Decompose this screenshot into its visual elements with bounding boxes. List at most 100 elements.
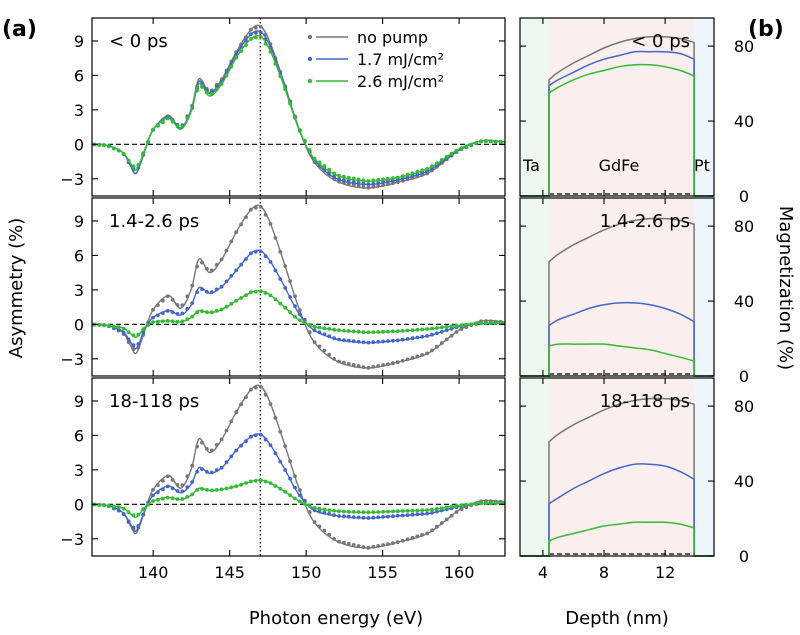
data-point (474, 501, 478, 506)
data-point (395, 329, 400, 334)
data-point (156, 303, 160, 307)
data-point (288, 279, 292, 284)
data-point (180, 303, 185, 308)
panel-a-row-2: −3 0 3 6 9 140 145 150 155 160 18-118 ps (60, 377, 506, 582)
data-point (435, 326, 439, 330)
data-point (332, 508, 336, 513)
data-point (371, 178, 376, 183)
data-point (415, 354, 420, 359)
data-point (185, 116, 190, 120)
data-point (180, 311, 185, 316)
data-point (351, 510, 356, 514)
data-point (386, 179, 390, 184)
region-bg-ta (520, 18, 550, 196)
data-point (239, 49, 244, 53)
data-point (420, 533, 425, 537)
data-point (209, 92, 214, 96)
data-point (136, 512, 141, 517)
data-point (410, 356, 415, 360)
data-point (479, 139, 483, 144)
data-point (253, 205, 258, 210)
data-point (337, 509, 341, 514)
data-point (322, 507, 327, 512)
region-bg-pt (694, 18, 714, 196)
y-tick-label: 0 (739, 187, 749, 206)
y-tick-label: 6 (74, 426, 84, 445)
data-point (263, 291, 268, 295)
data-point (371, 330, 376, 334)
data-point (234, 410, 239, 415)
legend-label: 2.6 mJ/cm² (357, 72, 444, 91)
y-tick-label: 3 (74, 281, 84, 300)
data-point (121, 506, 126, 511)
panel-time-label: 18-118 ps (600, 391, 690, 412)
data-point (253, 31, 258, 35)
data-point (141, 327, 146, 332)
data-point (361, 181, 366, 186)
data-point (337, 177, 341, 182)
data-point (381, 183, 385, 187)
data-point (151, 493, 155, 498)
data-point (200, 287, 204, 291)
data-point (214, 287, 219, 292)
data-point (307, 504, 312, 508)
data-point (249, 387, 253, 392)
data-point (366, 365, 371, 370)
data-point (484, 139, 488, 144)
data-point (141, 512, 146, 517)
data-point (156, 319, 160, 324)
data-point (361, 185, 366, 190)
data-point (160, 311, 165, 315)
data-point (366, 185, 371, 190)
y-tick-label: 3 (74, 461, 84, 480)
data-point (464, 144, 469, 149)
data-point (151, 499, 155, 503)
data-point (332, 336, 336, 341)
data-point (317, 524, 322, 529)
data-point (239, 443, 244, 448)
data-point (224, 428, 229, 433)
data-point (435, 524, 439, 529)
data-point (317, 506, 322, 511)
data-point (190, 301, 195, 305)
region-label-gdfe: GdFe (599, 156, 640, 175)
legend: no pump 1.7 mJ/cm² 2.6 mJ/cm² (307, 28, 444, 91)
data-point (273, 451, 278, 456)
data-point (258, 24, 263, 29)
data-point (376, 510, 381, 514)
data-point (361, 365, 366, 369)
data-point (312, 324, 317, 329)
data-point (209, 448, 214, 453)
data-point (307, 330, 312, 335)
axes-frame (91, 197, 506, 377)
data-point (356, 329, 361, 334)
data-point (361, 330, 366, 334)
data-point (180, 319, 185, 324)
data-point (293, 304, 297, 309)
data-point (366, 330, 371, 335)
data-point (116, 327, 121, 332)
data-point (469, 502, 474, 507)
data-point (180, 124, 185, 129)
data-point (249, 207, 253, 212)
data-point (253, 289, 258, 294)
panel-time-label: 1.4-2.6 ps (109, 211, 199, 232)
data-point (488, 139, 493, 144)
data-point (371, 340, 376, 345)
data-point (170, 298, 175, 302)
data-point (386, 509, 390, 514)
data-point (342, 360, 346, 365)
data-point (356, 339, 361, 344)
data-point (253, 35, 258, 40)
data-point (209, 268, 214, 273)
data-point (386, 514, 390, 519)
data-point (425, 531, 429, 536)
data-point (283, 305, 288, 310)
data-point (288, 310, 292, 314)
data-point (278, 74, 283, 79)
data-point (449, 324, 454, 329)
data-point (498, 139, 503, 144)
data-point (356, 184, 361, 188)
data-point (156, 483, 160, 487)
panel-label-b: (b) (748, 17, 784, 42)
